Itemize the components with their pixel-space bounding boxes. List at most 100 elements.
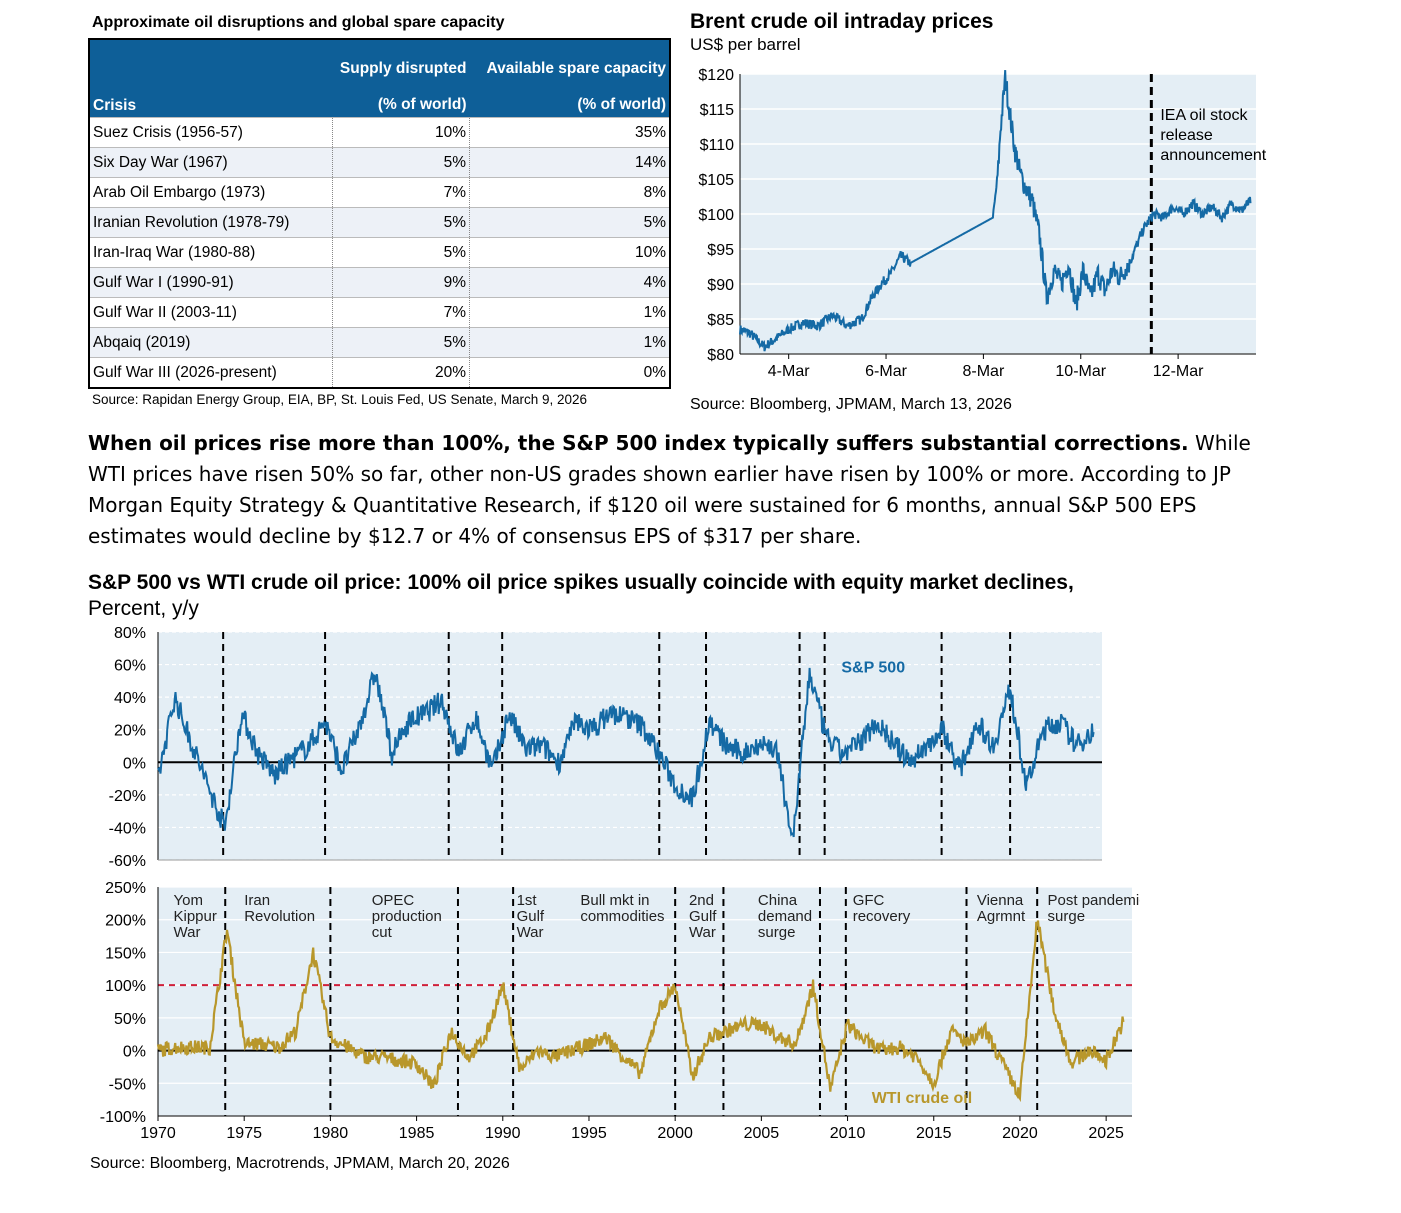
crisis-cell: Six Day War (1967) <box>89 147 333 178</box>
wti-y-tick: 150% <box>105 945 146 962</box>
brent-chart: $80 $85 $90 $95 $100 $105 $110 $115 $120 4-Mar 6-M… <box>698 67 1266 380</box>
sp500-line <box>157 667 1095 838</box>
table-row: Gulf War I (1990-91) 9% 4% <box>89 267 670 298</box>
brent-chart-title: Brent crude oil intraday prices <box>690 10 994 33</box>
crisis-cell: Gulf War II (2003-11) <box>89 297 333 328</box>
brent-y-tick: $105 <box>698 172 734 189</box>
wti-event-label: Yom Kippur War <box>174 892 217 941</box>
brent-x-tick: 8-Mar <box>963 363 1005 380</box>
header-supply-line2: (% of world) <box>332 80 470 118</box>
wti-event-label: 2nd Gulf War <box>689 892 717 941</box>
wti-x-tick: 2000 <box>657 1125 693 1142</box>
wti-x-tick: 1975 <box>226 1125 262 1142</box>
header-supply-line1: Supply disrupted <box>332 39 470 80</box>
sp-y-tick: 0% <box>123 755 146 772</box>
brent-y-tick: $115 <box>700 102 735 119</box>
wti-event-label: Post pandemic surge <box>1048 892 1140 925</box>
spare-cell: 35% <box>469 117 670 148</box>
header-crisis: Crisis <box>89 39 333 118</box>
wti-event-label: China demand surge <box>758 892 812 941</box>
wti-y-tick: 100% <box>105 978 146 995</box>
wti-y-tick: 0% <box>123 1044 146 1061</box>
sp500-series-label: S&P 500 <box>841 660 905 677</box>
wti-x-tick: 2025 <box>1088 1125 1124 1142</box>
brent-iea-label: announcement <box>1160 147 1266 164</box>
table-row: Abqaiq (2019) 5% 1% <box>89 327 670 358</box>
brent-y-tick: $100 <box>698 207 734 224</box>
big-chart-title-bold: S&P 500 vs WTI crude oil price: 100% oil… <box>88 571 1074 594</box>
brent-iea-label: release <box>1160 127 1213 144</box>
crisis-table: Crisis Supply disrupted Available spare … <box>88 38 671 389</box>
spare-cell: 10% <box>469 237 670 268</box>
wti-event-label: Bull mkt in commodities <box>580 892 664 925</box>
brent-price-line <box>739 70 1252 352</box>
table-row: Iran-Iraq War (1980-88) 5% 10% <box>89 237 670 268</box>
wti-y-tick: 250% <box>105 880 146 897</box>
supply-cell: 7% <box>332 177 470 208</box>
table-row: Iranian Revolution (1978-79) 5% 5% <box>89 207 670 238</box>
spare-cell: 14% <box>469 147 670 178</box>
sp-plot-area <box>158 632 1102 860</box>
wti-series-label: WTI crude oil <box>872 1090 972 1107</box>
paragraph-text: While WTI prices have risen 50% so far, … <box>88 431 1251 548</box>
wti-y-tick: -100% <box>100 1109 146 1126</box>
wti-event-label: OPEC production cut <box>372 892 442 941</box>
header-spare-line2: (% of world) <box>469 80 670 118</box>
sp-y-tick: 20% <box>114 723 146 740</box>
crisis-cell: Abqaiq (2019) <box>89 327 333 358</box>
brent-y-tick: $85 <box>707 312 734 329</box>
sp-y-tick: -40% <box>109 820 146 837</box>
paragraph-bold: When oil prices rise more than 100%, the… <box>88 431 1189 455</box>
wti-x-tick: 2020 <box>1002 1125 1038 1142</box>
crisis-cell: Gulf War III (2026-present) <box>89 357 333 388</box>
sp-y-tick: -20% <box>109 788 146 805</box>
sp-y-tick: 80% <box>114 625 146 642</box>
supply-cell: 5% <box>332 147 470 178</box>
wti-x-tick: 2015 <box>916 1125 952 1142</box>
table-row: Gulf War II (2003-11) 7% 1% <box>89 297 670 328</box>
supply-cell: 5% <box>332 237 470 268</box>
wti-x-tick: 1990 <box>485 1125 521 1142</box>
table-row: Suez Crisis (1956-57) 10% 35% <box>89 117 670 148</box>
table-row: Gulf War III (2026-present) 20% 0% <box>89 357 670 388</box>
table-title: Approximate oil disruptions and global s… <box>92 14 505 31</box>
table-row: Arab Oil Embargo (1973) 7% 8% <box>89 177 670 208</box>
wti-x-tick: 1970 <box>140 1125 176 1142</box>
sp-y-tick: 60% <box>114 658 146 675</box>
wti-x-tick: 1980 <box>313 1125 349 1142</box>
supply-cell: 20% <box>332 357 470 388</box>
spare-cell: 5% <box>469 207 670 238</box>
wti-y-tick: 200% <box>105 913 146 930</box>
crisis-cell: Iranian Revolution (1978-79) <box>89 207 333 238</box>
wti-y-tick: 50% <box>114 1011 146 1028</box>
sp-y-tick: 40% <box>114 690 146 707</box>
brent-y-tick: $95 <box>707 242 734 259</box>
supply-cell: 10% <box>332 117 470 148</box>
brent-source: Source: Bloomberg, JPMAM, March 13, 2026 <box>690 396 1012 413</box>
brent-y-tick: $80 <box>707 347 734 364</box>
wti-x-tick: 1995 <box>571 1125 607 1142</box>
brent-x-tick: 4-Mar <box>768 363 810 380</box>
wti-x-tick: 2010 <box>830 1125 866 1142</box>
header-spare-line1: Available spare capacity <box>469 39 670 80</box>
crisis-cell: Arab Oil Embargo (1973) <box>89 177 333 208</box>
sp500-wti-chart: 80% 60% 40% 20% 0% -20% -40% -60% 250% 200% 150% 10… <box>100 625 1140 1142</box>
brent-y-tick: $90 <box>707 277 734 294</box>
wti-event-label: Iran Revolution <box>244 892 315 925</box>
big-chart-source: Source: Bloomberg, Macrotrends, JPMAM, M… <box>90 1155 510 1172</box>
brent-y-tick: $120 <box>698 67 734 84</box>
wti-event-label: 1st Gulf War <box>517 892 545 941</box>
crisis-cell: Iran-Iraq War (1980-88) <box>89 237 333 268</box>
brent-x-tick: 10-Mar <box>1055 363 1106 380</box>
wti-event-label: GFC recovery <box>853 892 911 925</box>
spare-cell: 4% <box>469 267 670 298</box>
supply-cell: 5% <box>332 207 470 238</box>
supply-cell: 7% <box>332 297 470 328</box>
brent-x-tick: 6-Mar <box>865 363 907 380</box>
sp-y-tick: -60% <box>109 853 146 870</box>
brent-y-tick: $110 <box>700 137 735 154</box>
body-paragraph: When oil prices rise more than 100%, the… <box>88 428 1288 552</box>
wti-line <box>156 920 1125 1103</box>
supply-cell: 9% <box>332 267 470 298</box>
wti-y-tick: -50% <box>109 1076 146 1093</box>
